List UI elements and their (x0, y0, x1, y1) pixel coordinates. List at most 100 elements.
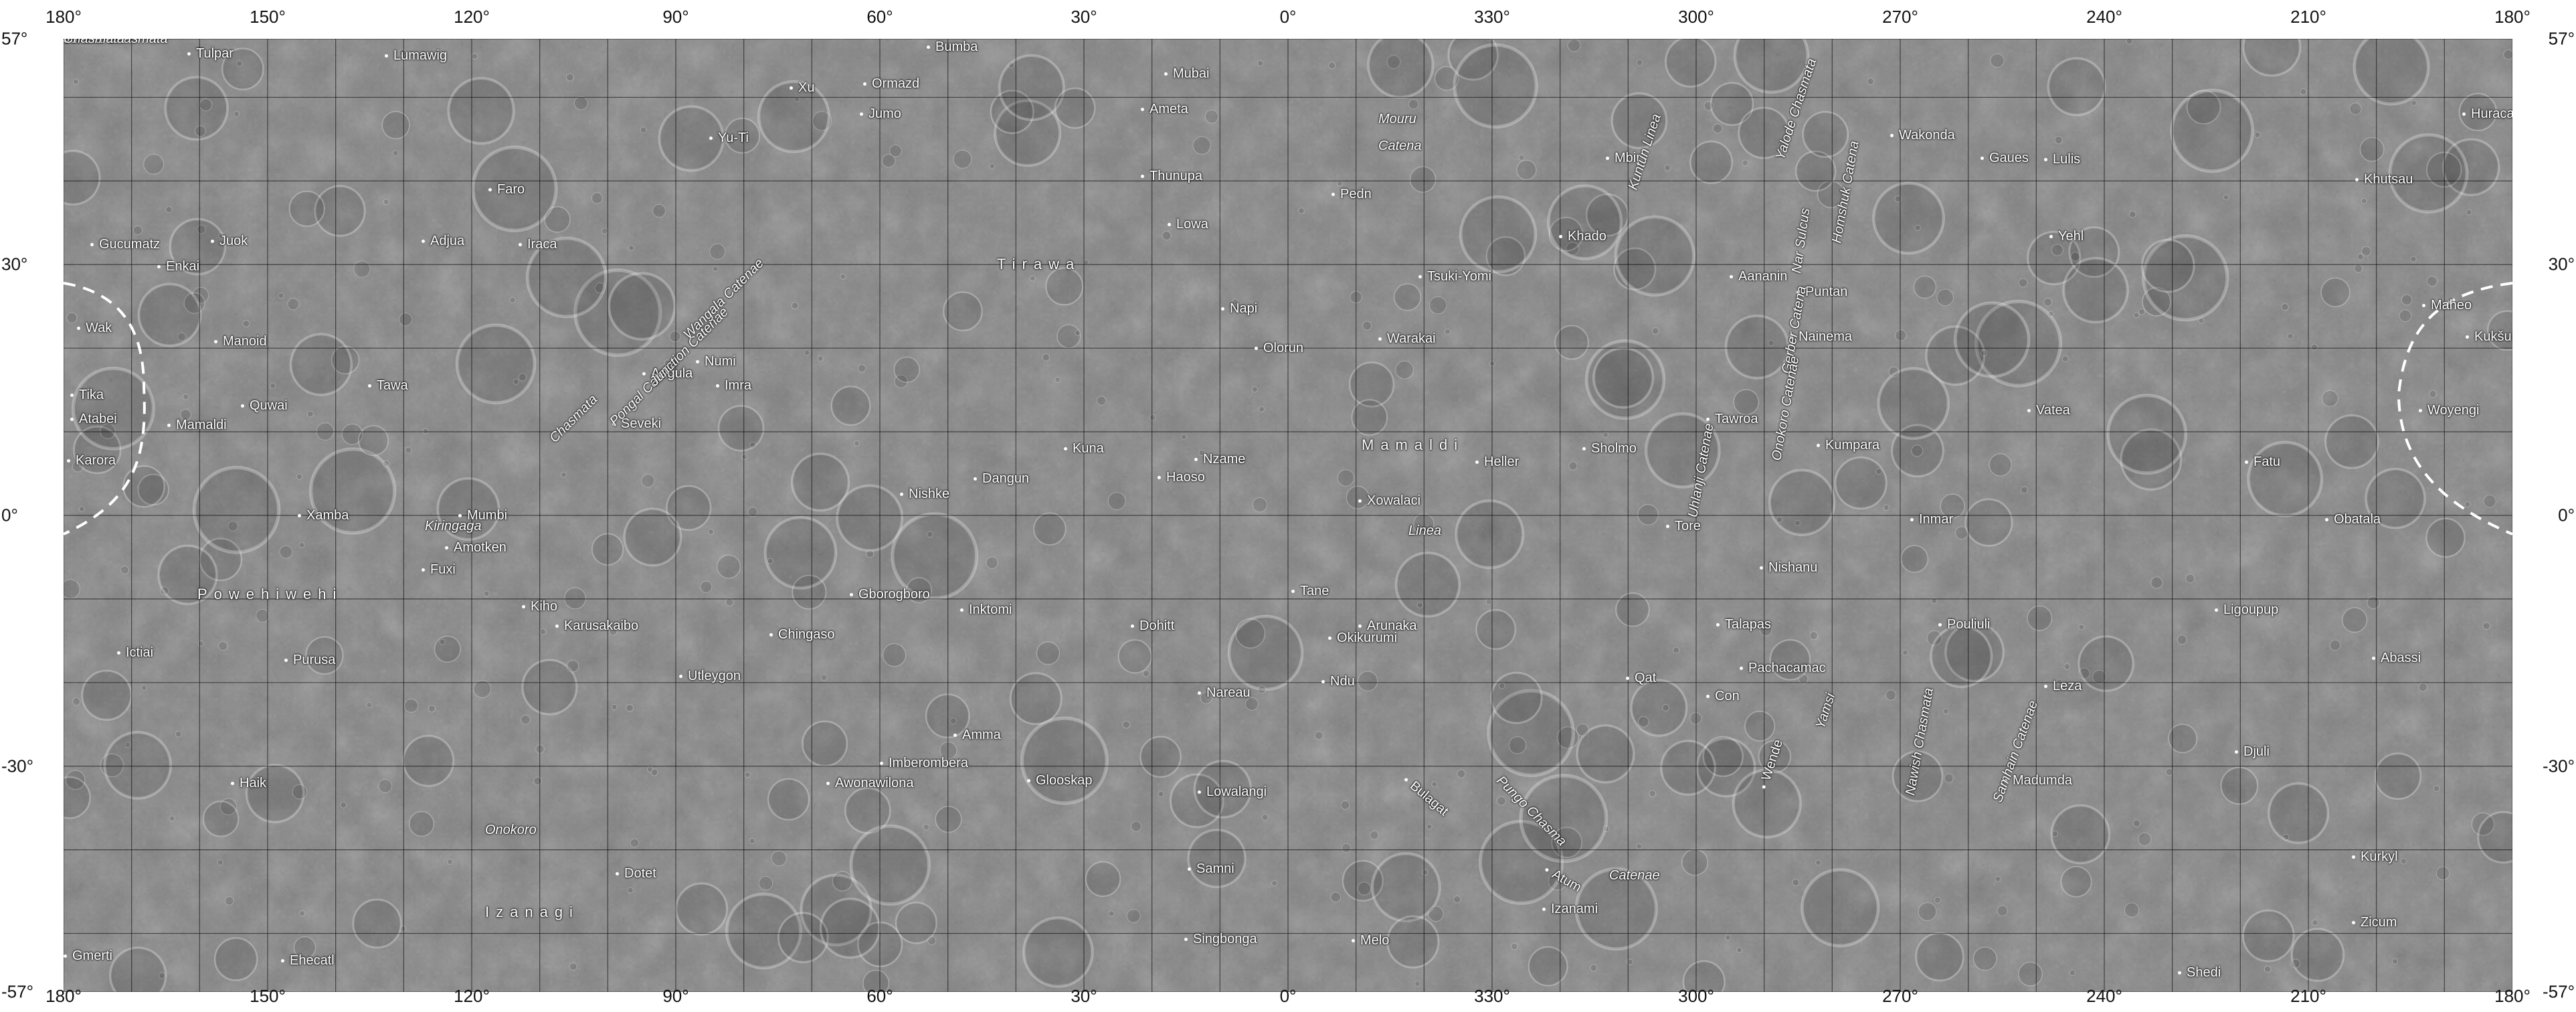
feature-label-crater[interactable]: Sholmo (1582, 442, 1637, 455)
feature-label-crater[interactable]: Amotken (445, 541, 507, 554)
feature-label-crater[interactable]: Numi (696, 355, 736, 368)
feature-label-crater[interactable]: Khutsau (2355, 173, 2413, 186)
feature-label-crater[interactable]: Purusa (284, 653, 335, 667)
feature-label-feature[interactable]: Linea (1408, 523, 1441, 538)
feature-label-crater[interactable]: Abassi (2372, 651, 2421, 665)
feature-label-crater[interactable]: Enkai (157, 260, 199, 273)
feature-label-crater[interactable]: Tulpar (187, 47, 234, 60)
feature-label-crater[interactable]: Dangun (974, 472, 1029, 485)
feature-label-region[interactable]: Mamaldi (1362, 436, 1465, 453)
feature-label-crater[interactable]: Inmar (1910, 513, 1953, 526)
feature-label-region[interactable]: Tirawa (997, 256, 1081, 272)
feature-label-crater[interactable]: Puntan (1797, 285, 1847, 299)
feature-label-crater[interactable]: Huracan (2462, 107, 2512, 120)
feature-label-crater[interactable]: Ndu (1321, 675, 1355, 688)
feature-label-crater[interactable]: Woyengi (2419, 404, 2479, 417)
feature-label-crater[interactable]: Fatu (2245, 455, 2280, 469)
feature-label-crater[interactable]: Warakai (1378, 332, 1436, 345)
feature-label-crater[interactable]: Wakonda (1890, 129, 1955, 142)
feature-label-crater[interactable]: Karusakaibo (555, 619, 638, 632)
feature-label-crater[interactable]: Arunaka (1358, 619, 1417, 632)
feature-label-feature[interactable]: Catena (1378, 139, 1422, 153)
feature-label-feature[interactable]: Mouru (1378, 112, 1416, 126)
feature-label-crater[interactable]: Jumo (860, 107, 901, 120)
feature-label-crater[interactable]: Wak (77, 321, 112, 335)
feature-label-crater[interactable]: Glooskap (1027, 774, 1093, 787)
feature-label-crater[interactable]: Vatea (2027, 404, 2070, 417)
feature-label-crater[interactable]: Gmerti (64, 949, 112, 962)
feature-label-crater[interactable]: Tsuki-Yomi (1418, 270, 1491, 283)
feature-label-crater[interactable]: Nainema (1790, 330, 1852, 343)
feature-label-feature[interactable]: Junina Chasmata (64, 39, 168, 46)
feature-label-crater[interactable]: Dotet (616, 867, 656, 880)
feature-label-crater[interactable]: Seveki (612, 417, 661, 430)
feature-label-crater[interactable]: Xamba (298, 509, 349, 522)
feature-label-crater[interactable]: Xowalaci (1358, 494, 1420, 507)
feature-label-crater[interactable]: Nzame (1194, 452, 1245, 466)
feature-label-crater[interactable]: Awonawilona (826, 776, 914, 790)
feature-label-crater[interactable]: Faro (488, 183, 525, 196)
feature-label-crater[interactable]: Pedn (1331, 187, 1372, 201)
feature-label-crater[interactable]: Kuna (1064, 442, 1104, 455)
feature-label-crater[interactable]: Tore (1666, 519, 1701, 533)
feature-label-crater[interactable]: Pachacamac (1740, 661, 1826, 675)
feature-label-crater[interactable]: Haoso (1158, 471, 1205, 484)
feature-label-crater[interactable]: Maheo (2422, 299, 2472, 312)
feature-label-crater[interactable]: Manoid (214, 335, 267, 348)
feature-label-crater[interactable]: Inktomi (960, 603, 1012, 616)
feature-label-crater[interactable]: Aananin (1730, 270, 1787, 283)
feature-label-crater[interactable]: Talapas (1716, 618, 1771, 631)
feature-label-crater[interactable]: Samni (1188, 862, 1234, 875)
feature-label-feature[interactable]: Chasmata (64, 39, 125, 46)
feature-label-crater[interactable]: Amma (953, 728, 1001, 742)
feature-label-crater[interactable]: Ligoupup (2215, 603, 2278, 616)
feature-label-crater[interactable]: Tawa (368, 379, 408, 392)
feature-label-crater[interactable]: Zicum (2352, 916, 2397, 929)
feature-label-crater[interactable]: Dohitt (1131, 619, 1174, 632)
feature-label-crater[interactable]: Lowa (1168, 218, 1208, 231)
feature-label-crater[interactable]: Gaues (1981, 151, 2029, 165)
feature-label-feature[interactable]: Catenae (1609, 868, 1660, 883)
feature-label-crater[interactable]: Napi (1221, 302, 1257, 315)
feature-label-crater[interactable]: Xu (790, 81, 814, 94)
feature-label-crater[interactable]: Ormazd (863, 77, 919, 90)
feature-label-crater[interactable]: Tika (70, 388, 104, 402)
feature-label-crater[interactable]: Izanami (1542, 902, 1598, 916)
feature-label-crater[interactable]: Ehecatl (281, 954, 335, 967)
feature-label-crater[interactable]: Khado (1559, 230, 1606, 243)
feature-label-crater[interactable]: Lulis (2044, 153, 2080, 166)
feature-label-crater[interactable]: Karora (67, 454, 116, 467)
feature-label-crater[interactable]: Pouliuli (1938, 618, 1990, 631)
feature-label-crater[interactable]: Ameta (1141, 102, 1188, 116)
feature-label-region[interactable]: Powehiwehi (197, 586, 343, 602)
feature-label-crater[interactable]: Imberombera (880, 756, 968, 770)
feature-label-crater[interactable]: Qat (1626, 671, 1656, 685)
feature-label-crater[interactable]: Angula (642, 367, 693, 380)
feature-label-crater[interactable]: Thunupa (1141, 169, 1202, 183)
feature-label-crater[interactable]: Chingaso (769, 628, 835, 641)
feature-label-crater[interactable]: Nishanu (1760, 561, 1817, 574)
feature-label-crater[interactable]: Kiho (522, 600, 557, 613)
feature-label-crater[interactable]: Iraca (519, 238, 557, 251)
feature-label-crater[interactable]: Kumpara (1817, 438, 1879, 452)
feature-label-crater[interactable]: Mubai (1164, 67, 1209, 80)
feature-label-crater[interactable]: Mumbi (458, 509, 507, 522)
feature-label-crater[interactable]: Gucumatz (90, 238, 160, 251)
feature-label-crater[interactable]: Fuxi (422, 563, 456, 576)
feature-label-crater[interactable]: Imra (716, 379, 751, 392)
feature-label-crater[interactable]: Atabei (70, 412, 117, 426)
feature-label-crater[interactable]: Leza (2044, 679, 2082, 693)
feature-label-crater[interactable]: Haik (231, 776, 266, 790)
feature-label-crater[interactable]: Tane (1291, 584, 1329, 598)
feature-label-crater[interactable]: Melo (1352, 934, 1389, 947)
feature-label-crater[interactable]: Gborogboro (850, 588, 930, 601)
feature-label-crater[interactable]: Djuli (2235, 745, 2270, 758)
feature-label-crater[interactable]: Yu-Ti (709, 131, 749, 145)
feature-label-crater[interactable]: Juok (211, 234, 248, 248)
feature-label-region[interactable]: Izanagi (485, 904, 579, 920)
feature-label-crater[interactable]: Okikurumi (1328, 631, 1397, 645)
feature-label-crater[interactable]: Mamaldi (167, 418, 227, 432)
feature-label-crater[interactable]: Mbir (1606, 151, 1641, 165)
feature-label-crater[interactable]: Lumawig (385, 49, 447, 62)
feature-label-crater[interactable]: Utleygon (679, 669, 741, 683)
